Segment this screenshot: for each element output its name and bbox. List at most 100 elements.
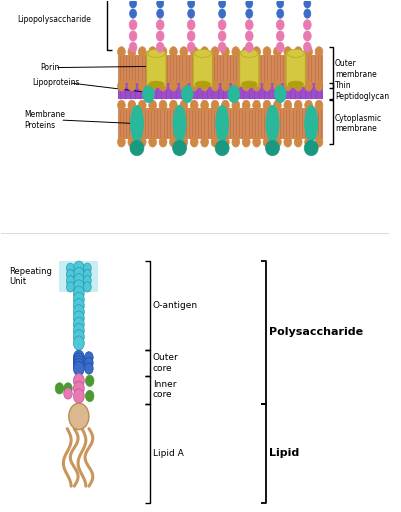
- Circle shape: [294, 137, 302, 147]
- Circle shape: [253, 100, 261, 111]
- Circle shape: [73, 311, 84, 325]
- Circle shape: [85, 391, 94, 401]
- Text: Inner
core: Inner core: [153, 380, 176, 399]
- Circle shape: [305, 137, 312, 147]
- Circle shape: [159, 81, 167, 91]
- Circle shape: [73, 324, 84, 338]
- Circle shape: [284, 47, 292, 57]
- Circle shape: [55, 383, 64, 394]
- Circle shape: [284, 100, 292, 111]
- Circle shape: [246, 0, 253, 8]
- Ellipse shape: [288, 81, 304, 88]
- Circle shape: [263, 81, 271, 91]
- Circle shape: [85, 375, 94, 387]
- Circle shape: [294, 100, 302, 111]
- Circle shape: [149, 81, 156, 91]
- FancyBboxPatch shape: [147, 51, 166, 87]
- Circle shape: [117, 137, 126, 147]
- Circle shape: [117, 100, 126, 111]
- Circle shape: [73, 381, 84, 396]
- Circle shape: [187, 42, 195, 52]
- Ellipse shape: [274, 86, 286, 103]
- Circle shape: [170, 81, 177, 91]
- Text: Lipopolysaccharide: Lipopolysaccharide: [17, 15, 91, 24]
- Circle shape: [83, 282, 91, 292]
- Ellipse shape: [287, 49, 304, 57]
- Circle shape: [67, 263, 74, 273]
- Circle shape: [219, 9, 226, 18]
- Circle shape: [149, 47, 156, 57]
- Circle shape: [73, 280, 84, 294]
- Circle shape: [180, 47, 188, 57]
- Circle shape: [187, 31, 195, 41]
- Ellipse shape: [241, 81, 257, 88]
- Circle shape: [253, 81, 261, 91]
- Ellipse shape: [304, 140, 318, 156]
- Circle shape: [211, 100, 219, 111]
- Circle shape: [253, 137, 261, 147]
- Circle shape: [232, 81, 240, 91]
- Circle shape: [83, 269, 91, 280]
- Circle shape: [245, 20, 253, 30]
- Circle shape: [253, 47, 261, 57]
- Circle shape: [85, 357, 93, 369]
- Circle shape: [242, 137, 250, 147]
- Circle shape: [170, 100, 177, 111]
- Ellipse shape: [194, 49, 211, 57]
- Circle shape: [221, 47, 229, 57]
- Circle shape: [73, 389, 84, 403]
- Circle shape: [73, 286, 84, 301]
- Ellipse shape: [266, 105, 279, 142]
- Circle shape: [304, 20, 311, 30]
- Circle shape: [304, 9, 311, 18]
- Circle shape: [73, 353, 84, 367]
- Circle shape: [221, 100, 229, 111]
- Circle shape: [129, 42, 137, 52]
- Circle shape: [305, 100, 312, 111]
- Circle shape: [73, 350, 84, 365]
- Circle shape: [304, 31, 311, 41]
- Circle shape: [201, 81, 209, 91]
- Circle shape: [159, 47, 167, 57]
- Circle shape: [156, 31, 164, 41]
- Circle shape: [304, 0, 311, 8]
- Ellipse shape: [305, 105, 318, 142]
- Circle shape: [138, 100, 146, 111]
- Circle shape: [156, 20, 164, 30]
- Text: Lipoproteins: Lipoproteins: [32, 78, 80, 88]
- Circle shape: [276, 31, 284, 41]
- Ellipse shape: [143, 86, 154, 103]
- Ellipse shape: [195, 81, 211, 88]
- Circle shape: [67, 282, 74, 292]
- Circle shape: [149, 100, 156, 111]
- Circle shape: [315, 137, 323, 147]
- Circle shape: [73, 374, 84, 388]
- Circle shape: [64, 383, 72, 394]
- Circle shape: [129, 20, 137, 30]
- Circle shape: [201, 47, 209, 57]
- Bar: [59, 261, 98, 292]
- Circle shape: [263, 137, 271, 147]
- Circle shape: [180, 100, 188, 111]
- Circle shape: [201, 100, 209, 111]
- Circle shape: [69, 403, 89, 430]
- Bar: [117, 109, 323, 139]
- Circle shape: [211, 137, 219, 147]
- Circle shape: [73, 298, 84, 313]
- Circle shape: [157, 9, 164, 18]
- Circle shape: [73, 317, 84, 331]
- Circle shape: [73, 305, 84, 319]
- Circle shape: [305, 81, 312, 91]
- Circle shape: [315, 100, 323, 111]
- Circle shape: [294, 47, 302, 57]
- Circle shape: [157, 0, 164, 8]
- Circle shape: [64, 388, 72, 399]
- Ellipse shape: [216, 105, 229, 142]
- Circle shape: [156, 42, 164, 52]
- Circle shape: [221, 137, 229, 147]
- Text: Porin: Porin: [40, 63, 59, 72]
- Circle shape: [218, 31, 226, 41]
- Circle shape: [180, 81, 188, 91]
- Ellipse shape: [228, 86, 239, 103]
- Circle shape: [232, 137, 240, 147]
